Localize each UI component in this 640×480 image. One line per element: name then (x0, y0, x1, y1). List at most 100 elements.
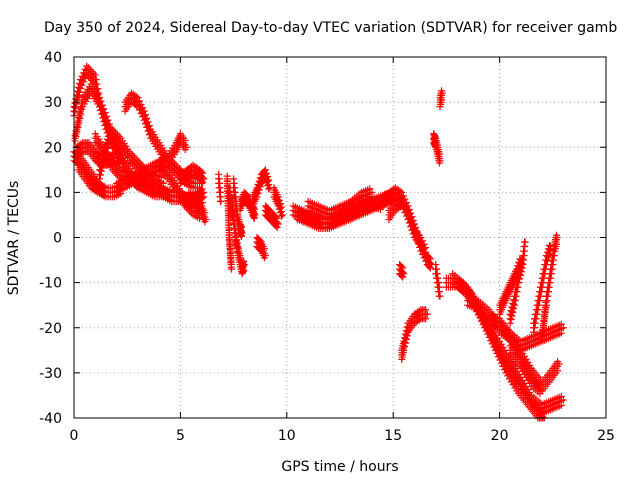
data-point (181, 136, 189, 144)
data-point (227, 258, 235, 266)
x-tick-label: 5 (176, 428, 185, 444)
y-tick-label: 40 (44, 50, 62, 66)
data-point (401, 200, 409, 208)
data-point (93, 80, 101, 88)
data-point (116, 151, 124, 159)
data-point (415, 307, 423, 315)
data-point (432, 265, 440, 273)
data-point (557, 392, 565, 400)
data-point (434, 274, 442, 282)
data-point (279, 211, 287, 219)
data-points (70, 62, 567, 422)
data-point (144, 118, 152, 126)
data-point (274, 220, 282, 228)
chart-title: Day 350 of 2024, Sidereal Day-to-day VTE… (44, 20, 617, 36)
y-tick-label: 30 (44, 95, 62, 111)
data-point (77, 140, 85, 148)
data-point (202, 215, 210, 223)
data-point (436, 157, 444, 165)
data-point (105, 120, 113, 128)
data-point (494, 344, 502, 352)
data-point (404, 206, 412, 214)
data-point (536, 381, 544, 389)
data-point (100, 105, 108, 113)
data-point (422, 306, 430, 314)
data-point (435, 150, 443, 158)
data-point (272, 213, 280, 221)
data-point (518, 255, 526, 263)
data-point (260, 245, 268, 253)
data-point (117, 157, 125, 165)
data-point (488, 331, 496, 339)
y-axis-label: SDTVAR / TECUs (6, 181, 22, 296)
data-point (145, 122, 153, 130)
data-point (499, 353, 507, 361)
data-point (277, 203, 285, 211)
data-point (199, 169, 207, 177)
data-point (134, 94, 142, 102)
data-point (273, 214, 281, 222)
data-point (240, 261, 248, 269)
data-point (436, 292, 444, 300)
y-tick-label: 10 (44, 185, 62, 201)
data-point (135, 97, 143, 105)
series-track-33 (432, 261, 444, 300)
y-tick-label: -30 (39, 366, 62, 382)
data-point (200, 175, 208, 183)
data-point (139, 104, 147, 112)
data-point (274, 193, 282, 201)
data-point (555, 360, 563, 368)
data-point (140, 107, 148, 115)
data-point (276, 200, 284, 208)
data-point (200, 193, 208, 201)
data-point (420, 240, 428, 248)
data-point (538, 387, 546, 395)
data-point (137, 100, 145, 108)
data-point (115, 150, 123, 158)
data-point (435, 283, 443, 291)
data-point (265, 176, 273, 184)
data-point (559, 396, 567, 404)
data-point (405, 210, 413, 218)
data-point (97, 97, 105, 105)
data-point (101, 109, 109, 117)
data-point (142, 111, 150, 119)
data-point (366, 185, 374, 193)
data-point (438, 89, 446, 97)
series-track-21 (262, 202, 282, 231)
x-axis-label: GPS time / hours (281, 459, 398, 475)
x-tick-label: 0 (70, 428, 79, 444)
data-point (537, 407, 545, 415)
data-point (264, 173, 272, 181)
data-point (539, 408, 547, 416)
series-track-32 (436, 87, 446, 111)
data-point (432, 261, 440, 269)
series-track-14 (215, 170, 225, 205)
data-point (201, 209, 209, 217)
data-point (143, 114, 151, 122)
data-point (403, 203, 410, 211)
series-track-20 (253, 234, 270, 262)
data-point (490, 334, 498, 342)
data-point (426, 255, 434, 263)
series-track-30 (398, 306, 431, 363)
y-tick-label: -20 (39, 321, 62, 337)
data-point (400, 270, 408, 278)
y-tick-label: 20 (44, 140, 62, 156)
data-point (96, 94, 104, 102)
series-track-13 (185, 188, 210, 226)
series-track-35 (449, 270, 548, 422)
data-point (227, 265, 235, 273)
data-point (435, 279, 443, 287)
data-point (216, 188, 224, 196)
data-point (500, 357, 508, 365)
x-tick-label: 20 (491, 428, 509, 444)
series-track-26 (325, 185, 376, 228)
data-point (83, 62, 91, 70)
y-tick-label: -40 (39, 411, 62, 427)
series-track-29 (396, 261, 408, 281)
series-track-22 (270, 184, 287, 220)
data-point (92, 178, 100, 186)
data-point (104, 116, 112, 124)
